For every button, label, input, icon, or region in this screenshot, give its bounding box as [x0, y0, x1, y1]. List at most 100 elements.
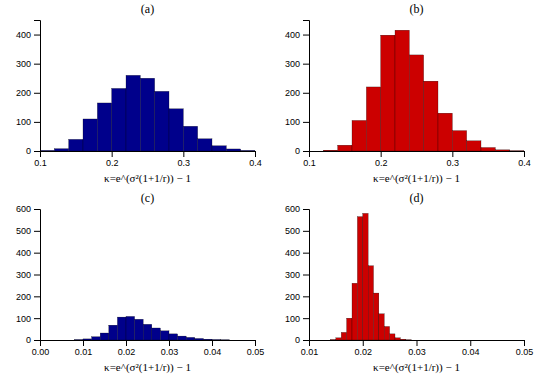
- y-tick: 0: [26, 335, 40, 345]
- x-tick-mark: [524, 151, 525, 157]
- y-tick-label: 400: [16, 248, 31, 258]
- x-axis-line: [41, 341, 256, 347]
- bar: [347, 318, 352, 340]
- y-tick-mark: [303, 275, 309, 276]
- y-tick-label: 400: [285, 30, 300, 40]
- y-tick-mark: [303, 151, 309, 152]
- y-tick-label: 0: [26, 335, 31, 345]
- y-tick: 400: [16, 30, 40, 40]
- bar: [160, 331, 169, 340]
- y-tick-mark: [34, 122, 40, 123]
- x-tick: 0.03: [161, 340, 179, 357]
- x-tick-mark: [126, 340, 127, 346]
- bar: [309, 151, 323, 152]
- x-tick-label: 0.2: [106, 158, 119, 168]
- y-tick: 300: [16, 59, 40, 69]
- x-tick: 0.04: [204, 340, 222, 357]
- y-tick-label: 100: [285, 117, 300, 127]
- y-tick-mark: [34, 93, 40, 94]
- bar: [452, 131, 466, 151]
- panel-title: (b): [410, 2, 424, 16]
- bar: [126, 75, 140, 151]
- y-tick: 0: [295, 335, 309, 345]
- x-tick: 0.3: [178, 151, 191, 168]
- y-tick-mark: [34, 275, 40, 276]
- x-axis: 0.010.020.030.040.05: [301, 340, 534, 357]
- bar: [97, 103, 111, 151]
- x-tick-label: 0.3: [447, 158, 460, 168]
- bar: [323, 150, 337, 151]
- y-tick-mark: [303, 340, 309, 341]
- bar: [126, 316, 135, 340]
- x-axis: 0.000.010.020.030.040.05: [32, 340, 265, 357]
- bar: [400, 339, 405, 340]
- x-tick-mark: [452, 151, 453, 157]
- y-axis: 0100200300400: [285, 21, 310, 157]
- bar: [374, 293, 379, 340]
- y-tick-mark: [303, 253, 309, 254]
- x-tick-mark: [255, 151, 256, 157]
- bar: [212, 146, 226, 151]
- x-tick-label: 0.04: [462, 347, 480, 357]
- bar: [438, 113, 452, 151]
- y-tick-mark: [34, 209, 40, 210]
- y-tick-label: 0: [295, 335, 300, 345]
- plot-area: [74, 316, 229, 340]
- x-tick-mark: [255, 340, 256, 346]
- y-tick-mark: [34, 231, 40, 232]
- x-tick-label: 0.1: [34, 158, 47, 168]
- x-tick-label: 0.4: [249, 158, 262, 168]
- y-tick-mark: [34, 64, 40, 65]
- x-axis-title: κ=e^(σ²(1+1/r)) − 1: [373, 172, 460, 185]
- y-axis: 0100200300400500600: [285, 204, 310, 345]
- x-tick-mark: [417, 340, 418, 346]
- panel: 0.000.010.020.030.040.050100200300400500…: [16, 191, 264, 374]
- y-tick-label: 100: [285, 314, 300, 324]
- bar: [368, 266, 373, 340]
- y-tick-label: 300: [285, 59, 300, 69]
- bar: [183, 126, 197, 151]
- bar: [366, 87, 380, 151]
- x-tick-mark: [183, 151, 184, 157]
- bar: [66, 340, 75, 341]
- y-tick: 400: [285, 30, 309, 40]
- x-tick-mark: [381, 151, 382, 157]
- x-tick-label: 0.4: [518, 158, 531, 168]
- y-tick-label: 100: [16, 314, 31, 324]
- y-axis-line: [303, 21, 310, 152]
- x-tick: 0.05: [516, 340, 534, 357]
- y-tick: 500: [16, 226, 40, 236]
- bar: [221, 339, 230, 340]
- x-tick: 0.4: [249, 151, 262, 168]
- figure: 0.10.20.30.40100200300400(a)κ=e^(σ²(1+1/…: [0, 0, 538, 378]
- bar: [117, 317, 126, 340]
- y-tick: 100: [285, 117, 309, 127]
- y-tick-label: 500: [285, 226, 300, 236]
- x-tick: 0.4: [518, 151, 531, 168]
- bar: [69, 139, 83, 151]
- x-tick-label: 0.01: [75, 347, 93, 357]
- y-tick-mark: [303, 209, 309, 210]
- y-tick-mark: [34, 151, 40, 152]
- x-axis-line: [310, 152, 525, 158]
- y-tick-label: 600: [285, 204, 300, 214]
- x-tick: 0.02: [354, 340, 372, 357]
- bar: [54, 149, 68, 151]
- y-tick: 300: [285, 270, 309, 280]
- x-tick-mark: [112, 151, 113, 157]
- y-tick-label: 0: [295, 146, 300, 156]
- y-tick-mark: [34, 35, 40, 36]
- x-axis: 0.10.20.30.4: [303, 151, 531, 168]
- bar: [481, 148, 495, 151]
- bar: [152, 328, 161, 340]
- x-tick-label: 0.03: [408, 347, 426, 357]
- x-tick-label: 0.02: [118, 347, 136, 357]
- x-tick-label: 0.04: [204, 347, 222, 357]
- x-axis-line: [310, 341, 525, 347]
- panel-title: (a): [141, 2, 154, 16]
- bar: [169, 334, 178, 340]
- bar: [390, 334, 395, 340]
- y-tick-label: 400: [16, 30, 31, 40]
- x-tick-label: 0.02: [354, 347, 372, 357]
- y-tick: 0: [26, 146, 40, 156]
